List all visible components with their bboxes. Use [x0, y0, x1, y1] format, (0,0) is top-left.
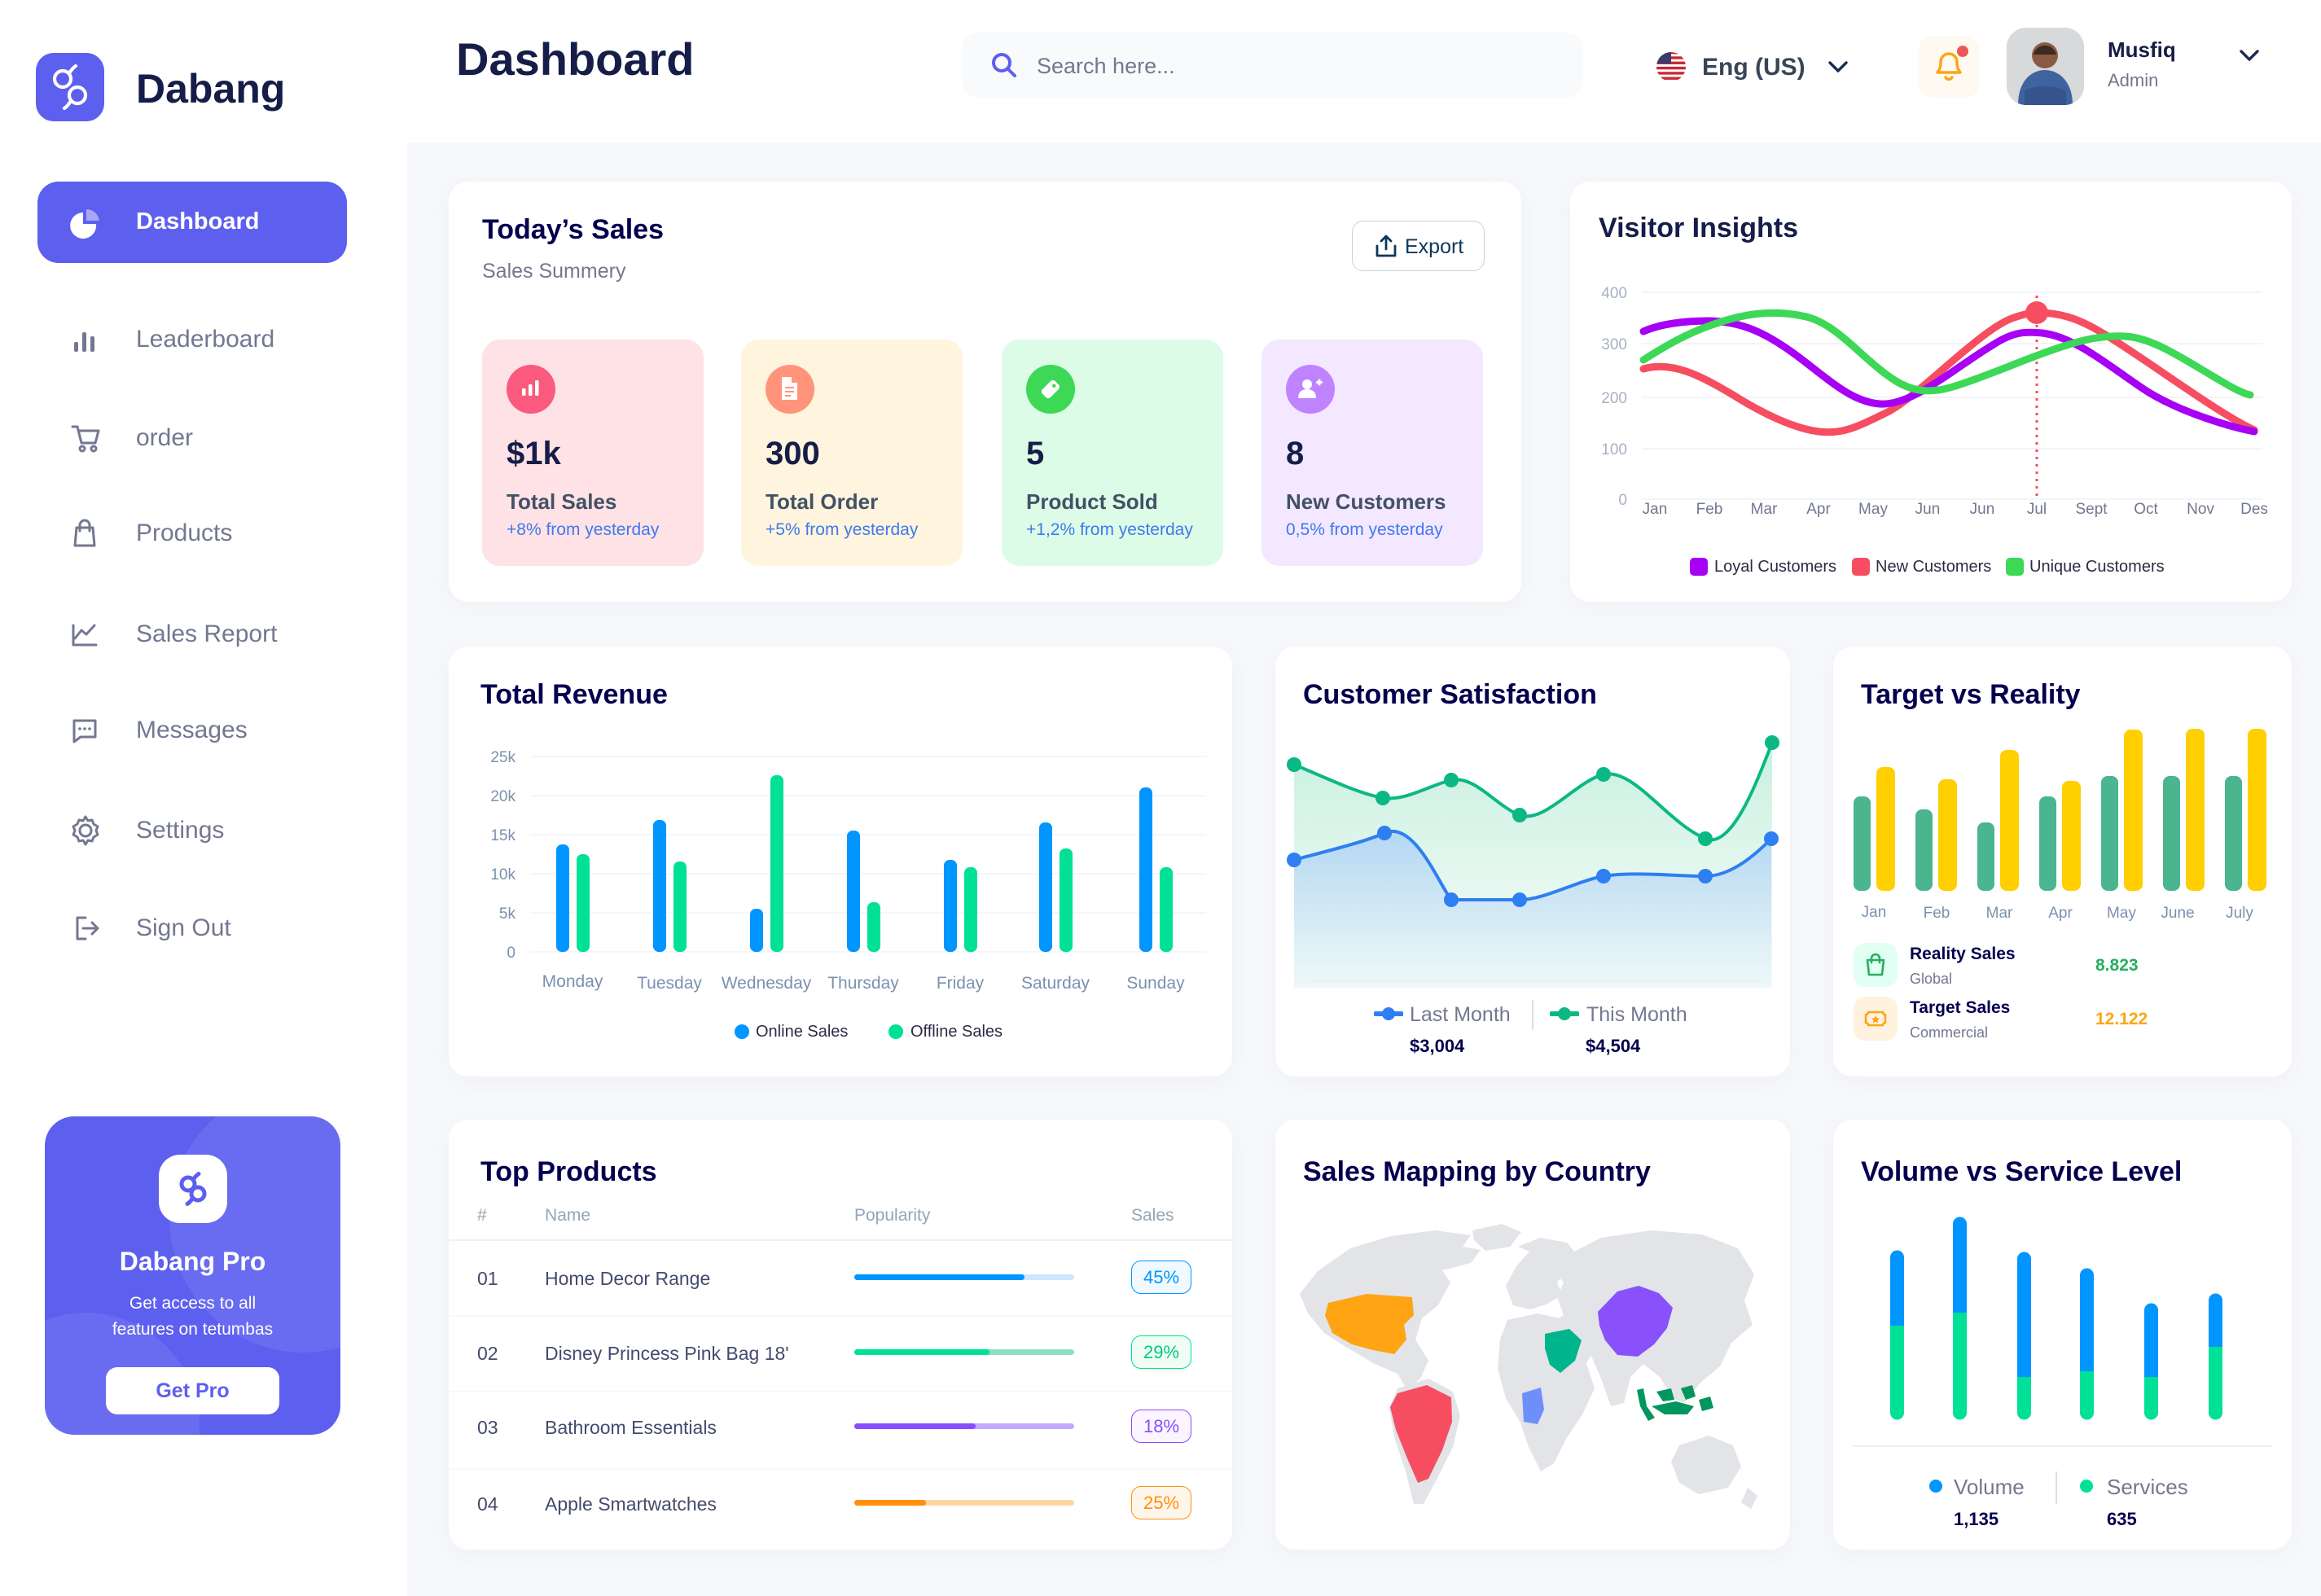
svg-text:Apr: Apr	[1806, 501, 1831, 518]
svg-text:May: May	[1858, 501, 1888, 518]
svg-text:100: 100	[1601, 441, 1627, 458]
svg-text:Sept: Sept	[2075, 501, 2108, 518]
svg-text:Feb: Feb	[1924, 905, 1950, 922]
svg-text:Wednesday: Wednesday	[722, 974, 812, 993]
svg-text:300: 300	[1601, 336, 1627, 353]
svg-text:20k: 20k	[490, 788, 516, 805]
svg-text:Jun: Jun	[1915, 501, 1941, 518]
svg-text:Nov: Nov	[2187, 501, 2214, 518]
svg-text:Oct: Oct	[2134, 501, 2158, 518]
svg-text:Des: Des	[2240, 501, 2268, 518]
svg-text:0: 0	[507, 945, 516, 962]
svg-text:Mar: Mar	[1986, 905, 2013, 922]
svg-text:0: 0	[1618, 492, 1627, 509]
svg-text:Monday: Monday	[542, 972, 603, 991]
svg-text:Thursday: Thursday	[827, 974, 899, 993]
svg-text:Jan: Jan	[1643, 501, 1668, 518]
svg-text:Tuesday: Tuesday	[637, 974, 702, 993]
svg-text:Sunday: Sunday	[1126, 974, 1185, 993]
svg-text:Jun: Jun	[1970, 501, 1995, 518]
svg-text:25k: 25k	[490, 749, 516, 766]
svg-text:Mar: Mar	[1751, 501, 1778, 518]
svg-text:10k: 10k	[490, 866, 516, 884]
svg-text:Jan: Jan	[1862, 904, 1887, 921]
svg-text:May: May	[2107, 905, 2136, 922]
svg-text:Feb: Feb	[1696, 501, 1723, 518]
svg-text:Jul: Jul	[2027, 501, 2047, 518]
svg-text:400: 400	[1601, 285, 1627, 302]
svg-text:June: June	[2161, 905, 2194, 922]
svg-text:Friday: Friday	[937, 974, 985, 993]
svg-text:Apr: Apr	[2048, 905, 2073, 922]
svg-text:Saturday: Saturday	[1021, 974, 1090, 993]
svg-text:15k: 15k	[490, 827, 516, 844]
svg-text:July: July	[2226, 905, 2253, 922]
svg-text:5k: 5k	[499, 905, 516, 923]
svg-text:200: 200	[1601, 390, 1627, 407]
